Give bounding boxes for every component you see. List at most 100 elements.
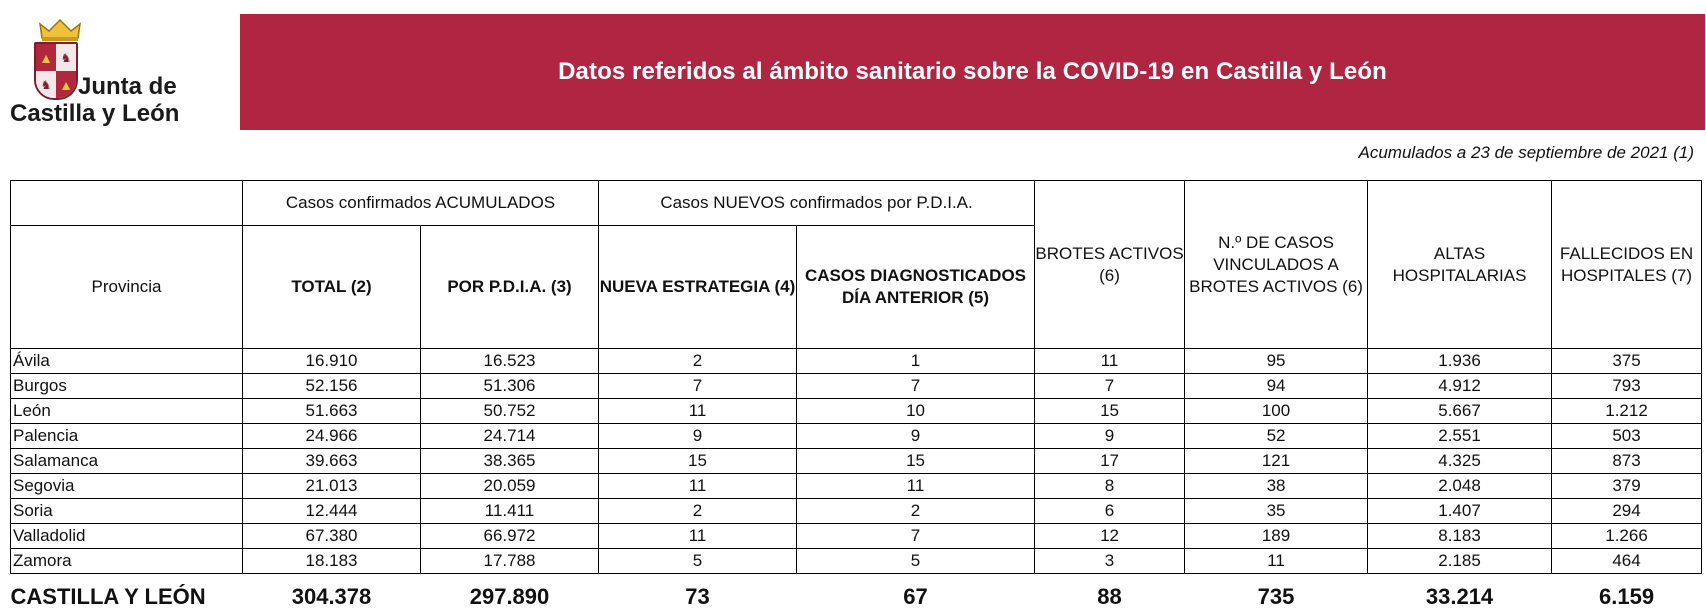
cell-total: 18.183 [243,549,421,574]
group-header-nuevos: Casos NUEVOS confirmados por P.D.I.A. [599,181,1035,226]
total-altas: 33.214 [1368,574,1552,616]
cell-total: 51.663 [243,399,421,424]
cell-fallecidos: 379 [1552,474,1702,499]
total-total: 304.378 [243,574,421,616]
cell-por-pdia: 20.059 [421,474,599,499]
cell-fallecidos: 464 [1552,549,1702,574]
cell-por-pdia: 16.523 [421,349,599,374]
cell-casos-diag: 10 [797,399,1035,424]
cell-casos-diag: 7 [797,524,1035,549]
cell-brotes: 3 [1035,549,1185,574]
cell-casos-diag: 1 [797,349,1035,374]
cell-casos-diag: 2 [797,499,1035,524]
logo-text-line2: Castilla y León [10,100,179,128]
cell-por-pdia: 11.411 [421,499,599,524]
cell-fallecidos: 1.212 [1552,399,1702,424]
cell-provincia: Segovia [11,474,243,499]
cell-nueva-estrategia: 7 [599,374,797,399]
cell-vinculados: 94 [1185,374,1368,399]
cell-nueva-estrategia: 9 [599,424,797,449]
date-note: Acumulados a 23 de septiembre de 2021 (1… [1359,143,1694,163]
cell-altas: 2.048 [1368,474,1552,499]
cell-fallecidos: 294 [1552,499,1702,524]
cell-casos-diag: 15 [797,449,1035,474]
cell-casos-diag: 7 [797,374,1035,399]
castle-icon: ▲ [36,44,56,71]
cell-brotes: 8 [1035,474,1185,499]
cell-provincia: Palencia [11,424,243,449]
cell-vinculados: 189 [1185,524,1368,549]
cell-fallecidos: 375 [1552,349,1702,374]
cell-vinculados: 38 [1185,474,1368,499]
cell-nueva-estrategia: 15 [599,449,797,474]
corner-cell [11,181,243,226]
cell-por-pdia: 50.752 [421,399,599,424]
col-header-por-pdia: POR P.D.I.A. (3) [421,226,599,349]
cell-vinculados: 35 [1185,499,1368,524]
col-header-vinculados: N.º DE CASOS VINCULADOS A BROTES ACTIVOS… [1185,181,1368,349]
cell-por-pdia: 24.714 [421,424,599,449]
total-vinculados: 735 [1185,574,1368,616]
cell-altas: 4.912 [1368,374,1552,399]
cell-nueva-estrategia: 11 [599,474,797,499]
logo-text-line1: Junta de [78,73,177,101]
total-casos-diag: 67 [797,574,1035,616]
cell-provincia: Salamanca [11,449,243,474]
cell-fallecidos: 793 [1552,374,1702,399]
cell-fallecidos: 1.266 [1552,524,1702,549]
cell-brotes: 9 [1035,424,1185,449]
title-banner: Datos referidos al ámbito sanitario sobr… [240,14,1705,130]
cell-altas: 1.936 [1368,349,1552,374]
cell-brotes: 7 [1035,374,1185,399]
cell-brotes: 17 [1035,449,1185,474]
col-header-total: TOTAL (2) [243,226,421,349]
cell-brotes: 12 [1035,524,1185,549]
total-provincia: CASTILLA Y LEÓN [11,574,243,616]
col-header-brotes: BROTES ACTIVOS (6) [1035,181,1185,349]
cell-provincia: Valladolid [11,524,243,549]
cell-total: 39.663 [243,449,421,474]
cell-brotes: 6 [1035,499,1185,524]
cell-provincia: León [11,399,243,424]
lion-icon: ♞ [36,71,56,98]
cell-altas: 1.407 [1368,499,1552,524]
junta-logo: ▲ ♞ ♞ ▲ Junta de Castilla y León [10,18,200,128]
cell-por-pdia: 66.972 [421,524,599,549]
cell-provincia: Zamora [11,549,243,574]
col-header-casos-diag: CASOS DIAGNOSTICADOS DÍA ANTERIOR (5) [797,226,1035,349]
cell-fallecidos: 503 [1552,424,1702,449]
cell-altas: 2.185 [1368,549,1552,574]
cell-altas: 8.183 [1368,524,1552,549]
cell-altas: 5.667 [1368,399,1552,424]
cell-altas: 2.551 [1368,424,1552,449]
cell-total: 52.156 [243,374,421,399]
cell-total: 21.013 [243,474,421,499]
cell-nueva-estrategia: 2 [599,349,797,374]
cell-nueva-estrategia: 5 [599,549,797,574]
cell-vinculados: 52 [1185,424,1368,449]
crown-icon [38,18,82,42]
cell-por-pdia: 38.365 [421,449,599,474]
cell-provincia: Ávila [11,349,243,374]
page-title: Datos referidos al ámbito sanitario sobr… [558,58,1387,86]
cell-vinculados: 95 [1185,349,1368,374]
col-header-provincia: Provincia [11,226,243,349]
col-header-fallecidos: FALLECIDOS EN HOSPITALES (7) [1552,181,1702,349]
cell-vinculados: 100 [1185,399,1368,424]
cell-provincia: Burgos [11,374,243,399]
cell-brotes: 11 [1035,349,1185,374]
covid-data-table: Casos confirmados ACUMULADOS Casos NUEVO… [10,180,1702,616]
col-header-altas: ALTAS HOSPITALARIAS [1368,181,1552,349]
coat-of-arms-icon: ▲ ♞ ♞ ▲ [34,42,78,100]
cell-nueva-estrategia: 11 [599,399,797,424]
